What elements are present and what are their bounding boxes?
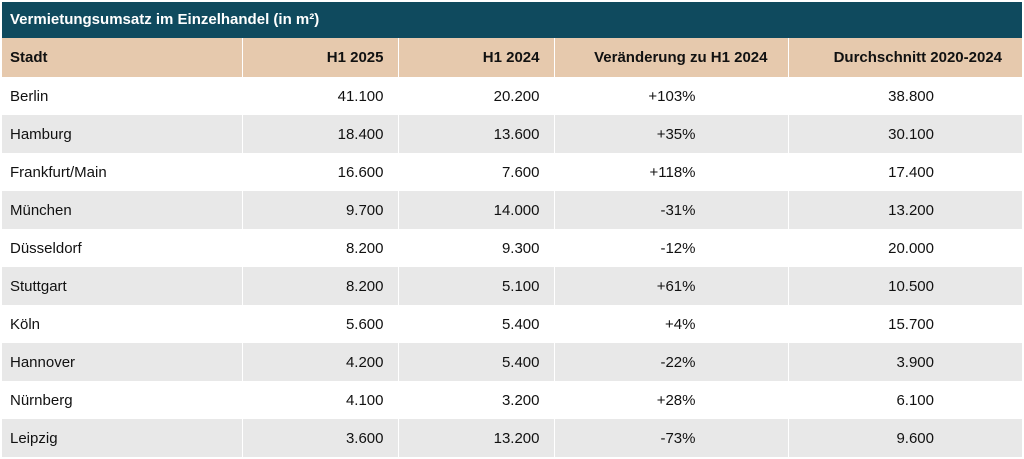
cell-durchschnitt: 20.000 [787, 229, 1022, 267]
cell-h1-2024: 3.200 [397, 381, 554, 419]
cell-h1-2025: 8.200 [241, 267, 398, 305]
cell-veraenderung: -12% [553, 229, 788, 267]
cell-stadt: Leipzig [2, 419, 242, 457]
header-row: Stadt H1 2025 H1 2024 Veränderung zu H1 … [2, 38, 1022, 77]
cell-durchschnitt: 13.200 [787, 191, 1022, 229]
cell-h1-2025: 4.200 [241, 343, 398, 381]
cell-veraenderung: +103% [553, 77, 788, 115]
table-row: Frankfurt/Main 16.600 7.600 +118% 17.400 [2, 153, 1022, 191]
cell-h1-2025: 5.600 [241, 305, 398, 343]
cell-h1-2025: 9.700 [241, 191, 398, 229]
cell-stadt: Frankfurt/Main [2, 153, 242, 191]
data-table: Stadt H1 2025 H1 2024 Veränderung zu H1 … [2, 38, 1022, 457]
table-row: Hannover 4.200 5.400 -22% 3.900 [2, 343, 1022, 381]
table-title: Vermietungsumsatz im Einzelhandel (in m²… [2, 2, 1022, 38]
table-header: Stadt H1 2025 H1 2024 Veränderung zu H1 … [2, 38, 1022, 77]
table-row: Berlin 41.100 20.200 +103% 38.800 [2, 77, 1022, 115]
cell-stadt: Stuttgart [2, 267, 242, 305]
cell-durchschnitt: 15.700 [787, 305, 1022, 343]
cell-h1-2024: 5.400 [397, 305, 554, 343]
cell-veraenderung: -31% [553, 191, 788, 229]
table-row: Stuttgart 8.200 5.100 +61% 10.500 [2, 267, 1022, 305]
table-row: München 9.700 14.000 -31% 13.200 [2, 191, 1022, 229]
cell-stadt: Düsseldorf [2, 229, 242, 267]
cell-stadt: Nürnberg [2, 381, 242, 419]
cell-h1-2024: 9.300 [397, 229, 554, 267]
cell-h1-2024: 14.000 [397, 191, 554, 229]
table-row: Nürnberg 4.100 3.200 +28% 6.100 [2, 381, 1022, 419]
table-body: Berlin 41.100 20.200 +103% 38.800 Hamburg 18.4… [2, 77, 1022, 457]
cell-durchschnitt: 17.400 [787, 153, 1022, 191]
cell-durchschnitt: 3.900 [787, 343, 1022, 381]
cell-stadt: Hannover [2, 343, 242, 381]
cell-durchschnitt: 6.100 [787, 381, 1022, 419]
cell-h1-2024: 20.200 [397, 77, 554, 115]
column-header-veraenderung: Veränderung zu H1 2024 [553, 38, 788, 77]
cell-h1-2025: 41.100 [241, 77, 398, 115]
column-header-stadt: Stadt [2, 38, 242, 77]
cell-durchschnitt: 10.500 [787, 267, 1022, 305]
cell-veraenderung: -22% [553, 343, 788, 381]
cell-veraenderung: +61% [553, 267, 788, 305]
cell-durchschnitt: 30.100 [787, 115, 1022, 153]
column-header-h1-2024: H1 2024 [397, 38, 554, 77]
cell-veraenderung: +118% [553, 153, 788, 191]
table-row: Düsseldorf 8.200 9.300 -12% 20.000 [2, 229, 1022, 267]
cell-h1-2025: 3.600 [241, 419, 398, 457]
table-row: Leipzig 3.600 13.200 -73% 9.600 [2, 419, 1022, 457]
cell-h1-2025: 18.400 [241, 115, 398, 153]
cell-stadt: München [2, 191, 242, 229]
cell-stadt: Berlin [2, 77, 242, 115]
cell-h1-2024: 5.100 [397, 267, 554, 305]
cell-veraenderung: +28% [553, 381, 788, 419]
cell-h1-2024: 5.400 [397, 343, 554, 381]
cell-h1-2024: 7.600 [397, 153, 554, 191]
cell-veraenderung: +4% [553, 305, 788, 343]
cell-h1-2024: 13.200 [397, 419, 554, 457]
column-header-h1-2025: H1 2025 [241, 38, 398, 77]
cell-veraenderung: +35% [553, 115, 788, 153]
cell-stadt: Hamburg [2, 115, 242, 153]
column-header-durchschnitt: Durchschnitt 2020-2024 [787, 38, 1022, 77]
cell-stadt: Köln [2, 305, 242, 343]
cell-h1-2025: 8.200 [241, 229, 398, 267]
cell-durchschnitt: 38.800 [787, 77, 1022, 115]
cell-h1-2024: 13.600 [397, 115, 554, 153]
cell-veraenderung: -73% [553, 419, 788, 457]
table-row: Hamburg 18.400 13.600 +35% 30.100 [2, 115, 1022, 153]
table-row: Köln 5.600 5.400 +4% 15.700 [2, 305, 1022, 343]
cell-h1-2025: 16.600 [241, 153, 398, 191]
cell-h1-2025: 4.100 [241, 381, 398, 419]
cell-durchschnitt: 9.600 [787, 419, 1022, 457]
